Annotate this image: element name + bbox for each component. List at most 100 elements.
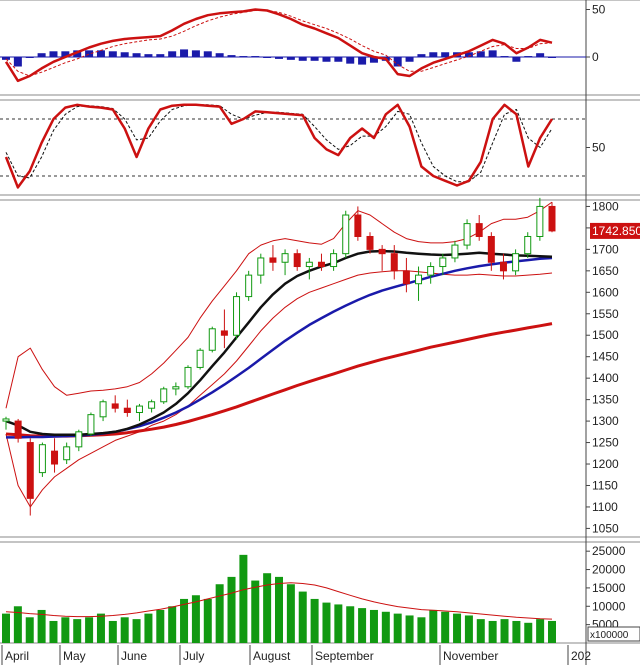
volume-bar (73, 619, 82, 643)
candle-body (354, 214, 362, 237)
candle-body (499, 261, 507, 272)
candle-body (378, 248, 386, 255)
macd-histogram-bar (156, 54, 165, 57)
candle-body (208, 328, 216, 351)
stochastic-axis-tick-label: 50 (592, 141, 606, 155)
candle-body (2, 418, 10, 422)
lower-band-line (5, 270, 553, 508)
macd-axis-tick-label: 50 (592, 3, 606, 17)
month-label: 202 (571, 649, 591, 663)
macd-histogram-bar (263, 57, 272, 58)
month-label: November (443, 649, 498, 663)
volume-bar (263, 573, 272, 643)
candle-body (87, 414, 95, 435)
volume-bar (393, 613, 402, 643)
volume-bar (536, 619, 545, 643)
candle-body (451, 244, 459, 259)
candle-body (245, 274, 253, 298)
macd-histogram-bar (548, 57, 556, 58)
candle-body (51, 450, 59, 465)
price-axis-tick-label: 1650 (592, 264, 619, 278)
candle-body (269, 257, 277, 263)
macd-histogram-bar (441, 52, 450, 57)
volume-bar (286, 584, 295, 643)
upper-band-line (5, 201, 553, 409)
candle-body (524, 235, 532, 255)
volume-bar (85, 617, 94, 643)
month-label: June (121, 649, 147, 663)
candle-body (293, 253, 301, 268)
price-axis-tick-label: 1800 (592, 199, 619, 213)
price-axis-tick-label: 1050 (592, 521, 619, 535)
candle-body (281, 253, 289, 263)
month-label: May (63, 649, 86, 663)
macd-histogram-bar (180, 49, 189, 57)
candle-body (63, 446, 71, 461)
volume-bar (369, 609, 378, 643)
candle-body (463, 223, 471, 246)
macd-histogram-bar (25, 57, 34, 58)
macd-histogram-bar (512, 57, 521, 62)
candle-body (99, 401, 107, 418)
candle-body (220, 330, 228, 336)
macd-axis-tick-label: 0 (592, 50, 599, 64)
candle-body (160, 388, 168, 403)
month-label: August (253, 649, 291, 663)
macd-histogram-bar (37, 53, 46, 57)
volume-bar (548, 620, 556, 643)
month-label: September (315, 649, 374, 663)
macd-histogram-bar (168, 51, 177, 57)
macd-histogram-bar (310, 57, 319, 61)
month-label: April (5, 649, 29, 663)
volume-bar (322, 602, 331, 643)
macd-histogram-bar (322, 57, 331, 62)
macd-histogram-bar (2, 57, 10, 60)
candle-body (148, 401, 156, 409)
candle-body (196, 349, 204, 368)
candle-body (402, 270, 410, 285)
candle-body (111, 403, 119, 409)
volume-bar (132, 619, 141, 643)
candle-body (512, 253, 520, 272)
macd-histogram-bar (358, 57, 367, 65)
volume-bar (49, 620, 58, 643)
macd-histogram-bar (536, 53, 545, 57)
volume-bar (464, 615, 473, 643)
candle-body (317, 261, 325, 268)
volume-bar (275, 576, 283, 643)
volume-bar (215, 584, 224, 643)
macd-histogram-bar (251, 56, 260, 58)
candle-body (366, 235, 374, 250)
macd-histogram-bar (275, 57, 283, 59)
volume-bar (358, 608, 367, 643)
candle-body (548, 205, 556, 232)
volume-bar (2, 613, 10, 643)
macd-histogram-bar (429, 52, 438, 57)
volume-bar (120, 617, 129, 643)
candle-body (38, 444, 46, 474)
macd-histogram-bar (488, 50, 497, 57)
volume-bar (239, 554, 248, 643)
volume-unit-label: x100000 (590, 630, 629, 641)
macd-histogram-bar (298, 57, 307, 61)
volume-bar (180, 598, 189, 643)
volume-bar (191, 595, 200, 643)
volume-bar (405, 615, 414, 643)
candle-body (415, 274, 423, 285)
macd-histogram-bar (108, 51, 117, 57)
macd-histogram-bar (369, 57, 378, 63)
volume-bar (298, 591, 307, 643)
macd-histogram-bar (49, 51, 58, 57)
price-axis-tick-label: 1450 (592, 350, 619, 364)
volume-bar (500, 619, 509, 643)
price-axis-tick-label: 1150 (592, 478, 618, 492)
candle-body (536, 205, 544, 237)
volume-bar (96, 613, 105, 643)
macd-histogram-bar (346, 57, 355, 64)
price-axis-tick-label: 1200 (592, 457, 619, 471)
price-axis-tick-label: 1350 (592, 393, 619, 407)
candle-body (26, 442, 34, 499)
month-label: July (183, 649, 204, 663)
volume-bar (25, 617, 34, 643)
